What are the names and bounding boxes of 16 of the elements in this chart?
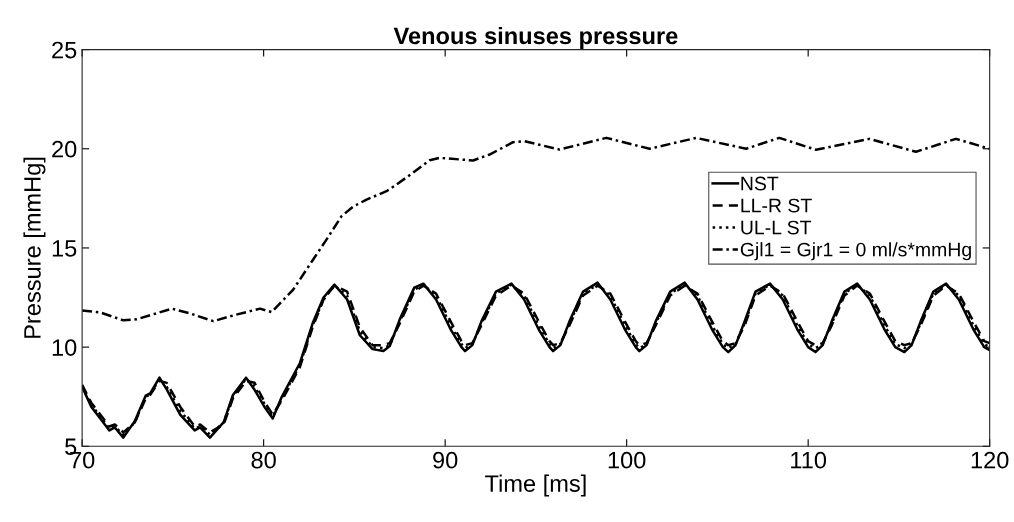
x-tick-label: 120 [971, 451, 1009, 469]
x-tick-label: 80 [251, 451, 276, 469]
legend-label: LL-R ST [741, 198, 812, 213]
x-tick-label: 110 [791, 451, 827, 469]
y-tick-label: 25 [52, 41, 77, 59]
x-axis-title: Time [ms] [485, 474, 586, 497]
x-tick-label: 90 [433, 451, 458, 469]
chart-title: Venous sinuses pressure [393, 26, 678, 49]
legend-label: Gjl1 = Gjr1 = 0 ml/s*mmHg [740, 242, 971, 261]
legend-label: NST [741, 176, 779, 191]
y-tick-label: 10 [52, 339, 77, 356]
y-tick-label: 20 [52, 140, 77, 158]
y-axis-title: Pressure [mmHg] [23, 157, 46, 338]
y-tick-label: 15 [52, 240, 77, 257]
x-tick-label: 100 [608, 451, 646, 469]
legend-label: UL-L ST [741, 220, 812, 235]
